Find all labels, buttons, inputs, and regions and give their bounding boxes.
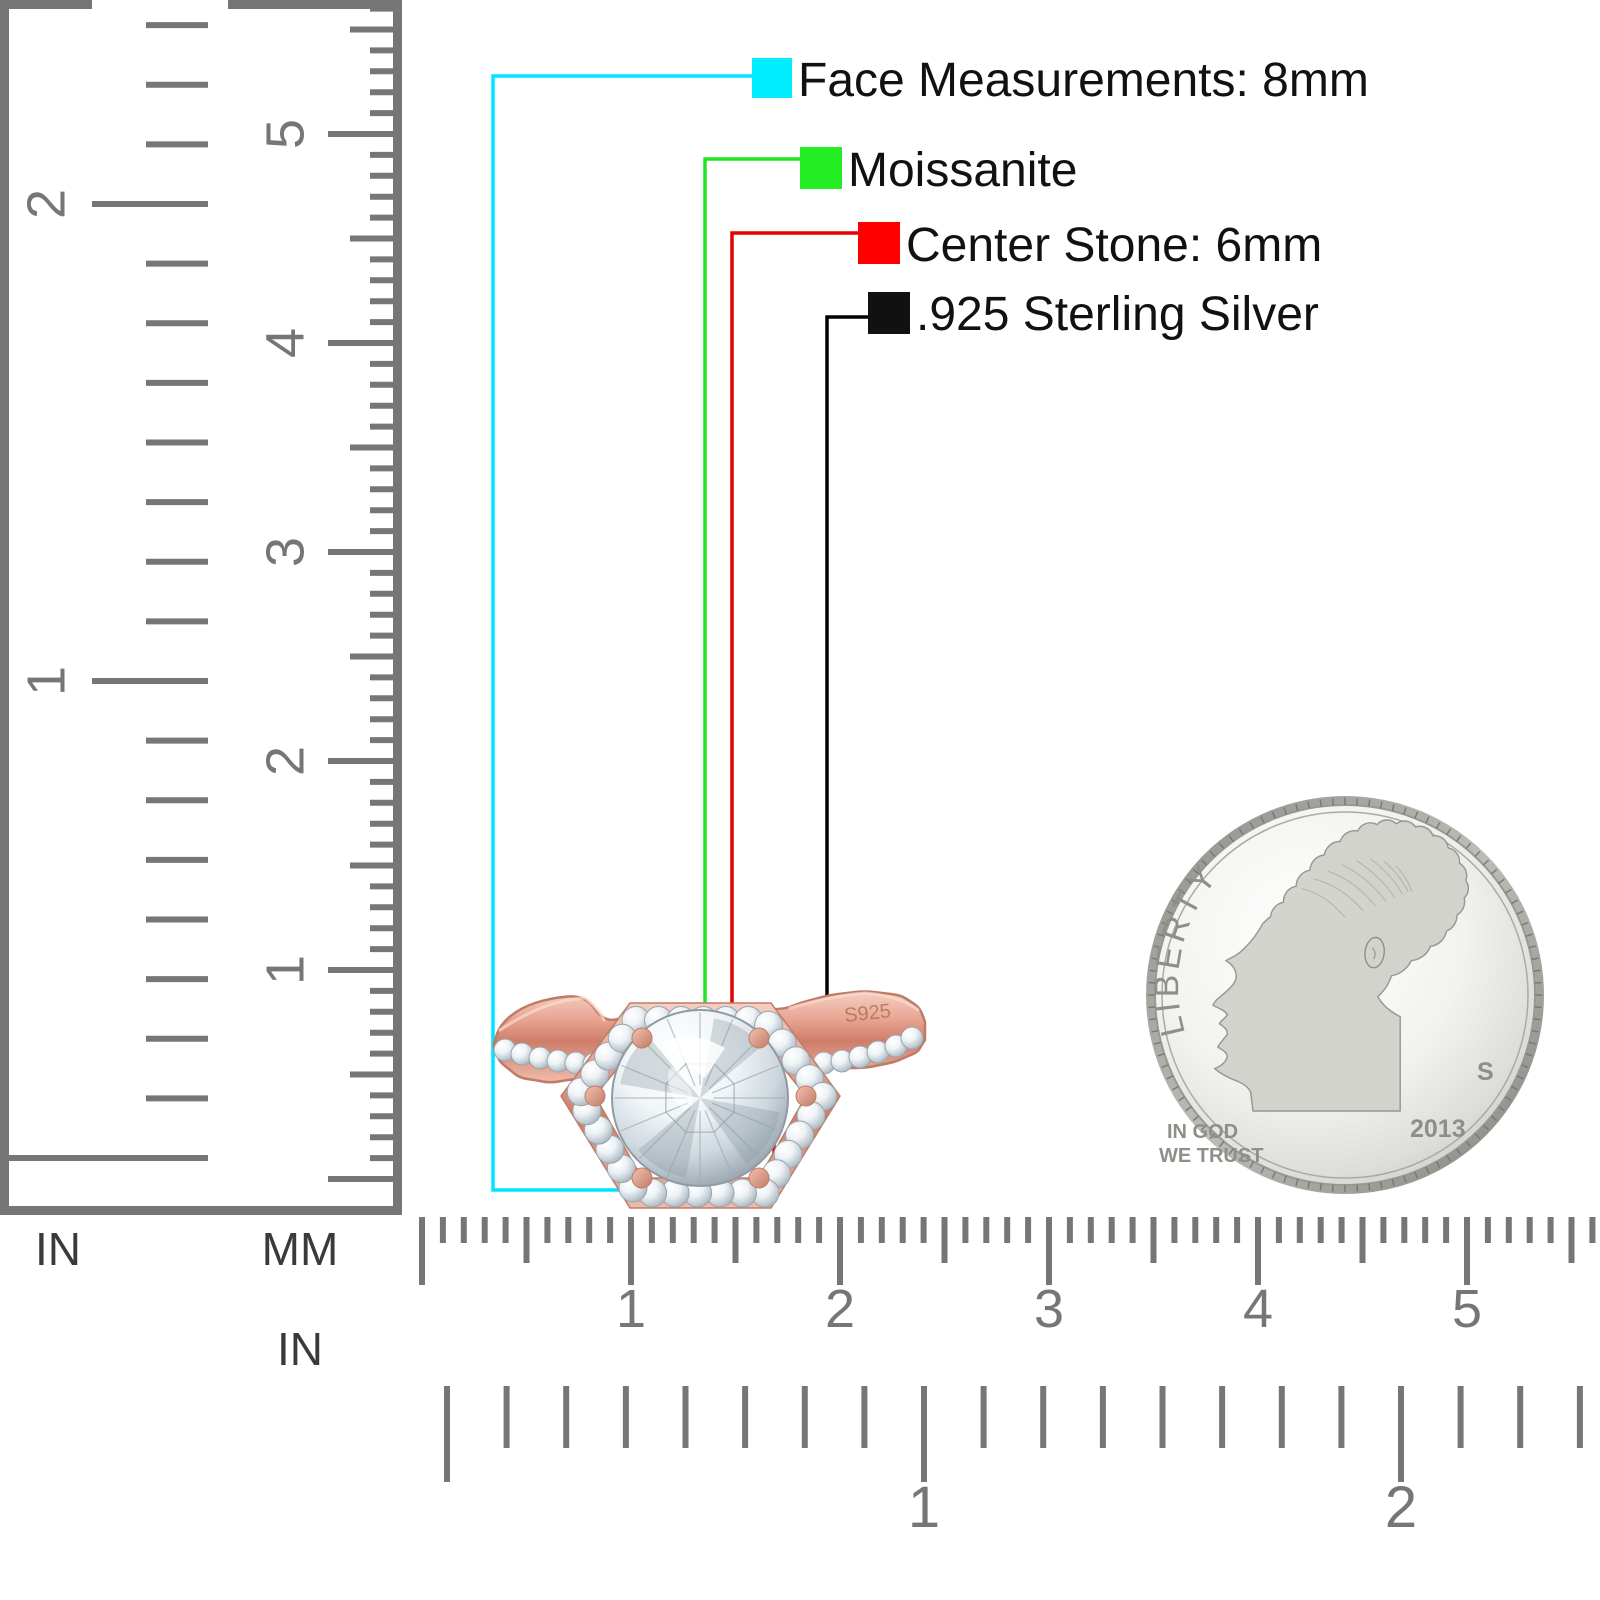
svg-text:2: 2 — [255, 746, 315, 776]
svg-text:2: 2 — [16, 189, 76, 219]
svg-text:3: 3 — [255, 537, 315, 567]
svg-text:5: 5 — [255, 119, 315, 149]
svg-text:.925 Sterling Silver: .925 Sterling Silver — [916, 288, 1319, 341]
svg-text:Face Measurements: 8mm: Face Measurements: 8mm — [798, 54, 1369, 107]
svg-text:WE TRUST: WE TRUST — [1159, 1145, 1263, 1167]
svg-text:2: 2 — [1385, 1475, 1417, 1540]
svg-text:1: 1 — [255, 955, 315, 985]
svg-text:Center Stone: 6mm: Center Stone: 6mm — [906, 219, 1322, 272]
svg-text:1: 1 — [616, 1279, 646, 1339]
svg-text:IN GOD: IN GOD — [1167, 1121, 1238, 1143]
svg-text:5: 5 — [1452, 1279, 1482, 1339]
svg-text:4: 4 — [255, 328, 315, 358]
svg-text:IN: IN — [35, 1223, 81, 1275]
svg-text:S: S — [1477, 1058, 1494, 1086]
svg-text:IN: IN — [277, 1323, 323, 1375]
svg-text:4: 4 — [1243, 1279, 1273, 1339]
svg-text:1: 1 — [908, 1475, 940, 1540]
svg-text:2013: 2013 — [1410, 1115, 1466, 1143]
svg-text:MM: MM — [262, 1223, 339, 1275]
svg-text:1: 1 — [16, 666, 76, 696]
svg-text:3: 3 — [1034, 1279, 1064, 1339]
svg-text:Moissanite: Moissanite — [848, 144, 1077, 197]
svg-text:2: 2 — [825, 1279, 855, 1339]
